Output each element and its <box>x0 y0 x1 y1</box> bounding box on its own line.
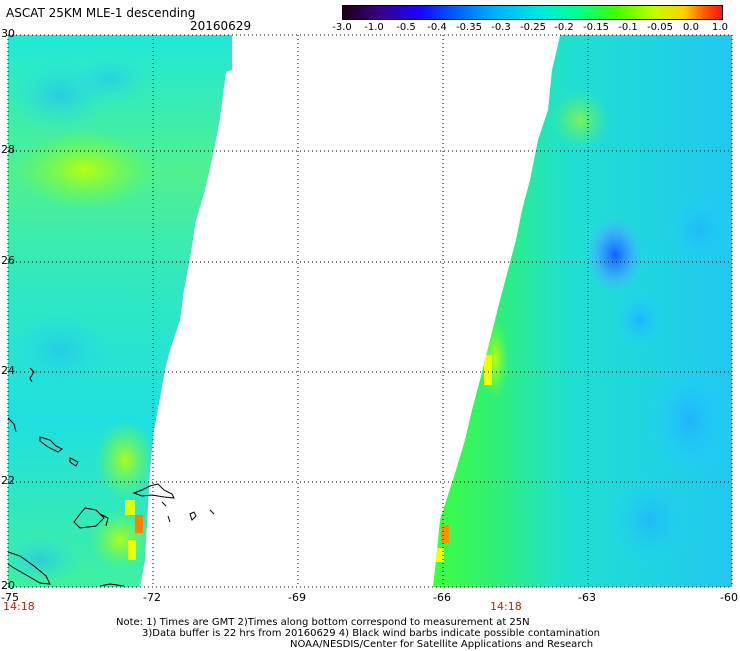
colorbar-tick: -3.0 <box>332 22 352 33</box>
colorbar-tick: -0.5 <box>396 22 416 33</box>
lon-label: -66 <box>433 591 451 604</box>
swath-time: 14:18 <box>3 600 35 613</box>
lon-label: -75 <box>1 591 19 604</box>
colorbar <box>342 5 723 20</box>
lat-label: 22 <box>1 474 15 487</box>
lon-label: -69 <box>288 591 306 604</box>
swath-time: 14:18 <box>490 600 522 613</box>
lat-label: 24 <box>1 364 15 377</box>
map-date: 20160629 <box>190 19 252 33</box>
colorbar-tick: -0.1 <box>618 22 638 33</box>
graticule <box>7 34 733 588</box>
lat-label: 28 <box>1 143 15 156</box>
colorbar-tick: -0.2 <box>554 22 574 33</box>
lon-label: -60 <box>720 591 738 604</box>
note-line: NOAA/NESDIS/Center for Satellite Applica… <box>290 639 594 650</box>
note-line: 3)Data buffer is 22 hrs from 20160629 4)… <box>142 628 600 639</box>
map-title: ASCAT 25KM MLE-1 descending <box>6 6 196 20</box>
colorbar-tick: 0.0 <box>683 22 699 33</box>
colorbar-tick: -0.15 <box>583 22 609 33</box>
colorbar-tick: -0.3 <box>491 22 511 33</box>
colorbar-tick: -0.4 <box>427 22 447 33</box>
left-swath <box>8 35 232 587</box>
colorbar-tick: -0.05 <box>647 22 673 33</box>
note-line: Note: 1) Times are GMT 2)Times along bot… <box>116 617 530 628</box>
colorbar-tick: 1.0 <box>712 22 728 33</box>
colorbar-tick: -0.35 <box>456 22 482 33</box>
colorbar-tick: -1.0 <box>364 22 384 33</box>
lat-label: 26 <box>1 254 15 267</box>
lat-label: 30 <box>1 27 15 40</box>
colorbar-tick: -0.25 <box>520 22 546 33</box>
lon-label: -72 <box>143 591 161 604</box>
lon-label: -63 <box>578 591 596 604</box>
coastlines <box>7 367 215 587</box>
lat-label: 20 <box>1 579 15 592</box>
right-swath <box>433 35 732 587</box>
